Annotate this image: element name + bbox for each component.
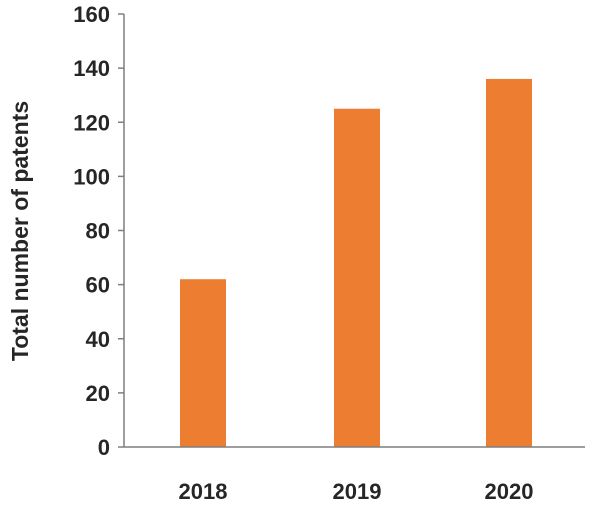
y-tick-label: 60 xyxy=(86,273,110,298)
bar-2019 xyxy=(334,108,380,447)
x-tick-label-2020: 2020 xyxy=(485,479,534,504)
bar-2020 xyxy=(486,78,532,447)
y-tick-label: 100 xyxy=(73,164,110,189)
y-tick-label: 140 xyxy=(73,56,110,81)
y-tick-label: 120 xyxy=(73,110,110,135)
y-tick-label: 40 xyxy=(86,327,110,352)
x-axis-ticks: 2018 2019 2020 xyxy=(179,479,534,504)
x-tick-label-2019: 2019 xyxy=(333,479,382,504)
y-tick-label: 160 xyxy=(73,2,110,27)
x-tick-label-2018: 2018 xyxy=(179,479,228,504)
y-axis-title: Total number of patents xyxy=(7,101,33,361)
bars-group xyxy=(180,78,532,447)
y-tick-label: 20 xyxy=(86,381,110,406)
bar-2018 xyxy=(180,279,226,447)
y-axis-ticks: 0 20 40 60 80 100 120 140 160 xyxy=(73,2,124,460)
y-tick-label: 0 xyxy=(98,435,110,460)
y-tick-label: 80 xyxy=(86,219,110,244)
